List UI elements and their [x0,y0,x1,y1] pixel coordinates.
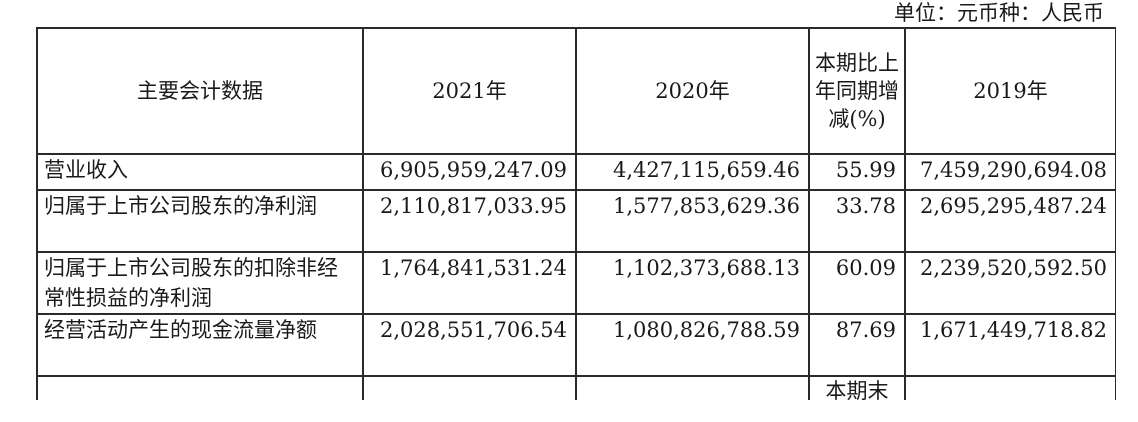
financial-data-table-container: 主要会计数据 2021年 2020年 本期比上年同期增减(%) 2019年 营业… [36,27,1116,400]
header-2019: 2019年 [904,27,1116,155]
table-header-row: 主要会计数据 2021年 2020年 本期比上年同期增减(%) 2019年 [36,27,1116,155]
cell-2020: 1,577,853,629.36 [575,189,810,253]
cell-2021: 2,110,817,033.95 [362,189,577,253]
bottom-cutoff [0,400,1138,422]
unit-currency-note: 单位：元币种：人民币 [894,1,1104,25]
table-row: 归属于上市公司股东的扣除非经常性损益的净利润 1,764,841,531.24 … [36,251,1116,315]
cell-2021: 6,905,959,247.09 [362,153,577,191]
table-row-partial: 本期末 [36,375,1116,400]
row-label: 经营活动产生的现金流量净额 [36,313,364,377]
cell-pct: 55.99 [808,153,906,191]
row-label: 营业收入 [36,153,364,191]
table-row: 归属于上市公司股东的净利润 2,110,817,033.95 1,577,853… [36,189,1116,253]
cell-2021: 1,764,841,531.24 [362,251,577,315]
cell-2019: 2,695,295,487.24 [904,189,1116,253]
cell-empty [904,375,1116,400]
row-label: 归属于上市公司股东的净利润 [36,189,364,253]
cell-pct-partial: 本期末 [808,375,906,400]
cell-2019: 2,239,520,592.50 [904,251,1116,315]
cell-empty [575,375,810,400]
cell-pct: 87.69 [808,313,906,377]
cell-2020: 1,102,373,688.13 [575,251,810,315]
cell-2020: 1,080,826,788.59 [575,313,810,377]
table-row: 营业收入 6,905,959,247.09 4,427,115,659.46 5… [36,153,1116,191]
header-pct-change: 本期比上年同期增减(%) [808,27,906,155]
cell-2019: 7,459,290,694.08 [904,153,1116,191]
table-row: 经营活动产生的现金流量净额 2,028,551,706.54 1,080,826… [36,313,1116,377]
row-label: 归属于上市公司股东的扣除非经常性损益的净利润 [36,251,364,315]
cell-2019: 1,671,449,718.82 [904,313,1116,377]
cell-2020: 4,427,115,659.46 [575,153,810,191]
row-label-empty [36,375,364,400]
cell-empty [362,375,577,400]
cell-2021: 2,028,551,706.54 [362,313,577,377]
partial-pct-text: 本期末 [825,379,889,400]
cell-pct: 60.09 [808,251,906,315]
header-2021: 2021年 [362,27,577,155]
cell-pct: 33.78 [808,189,906,253]
key-accounting-data-table: 主要会计数据 2021年 2020年 本期比上年同期增减(%) 2019年 营业… [36,27,1116,400]
header-2020: 2020年 [575,27,810,155]
header-item: 主要会计数据 [36,27,364,155]
